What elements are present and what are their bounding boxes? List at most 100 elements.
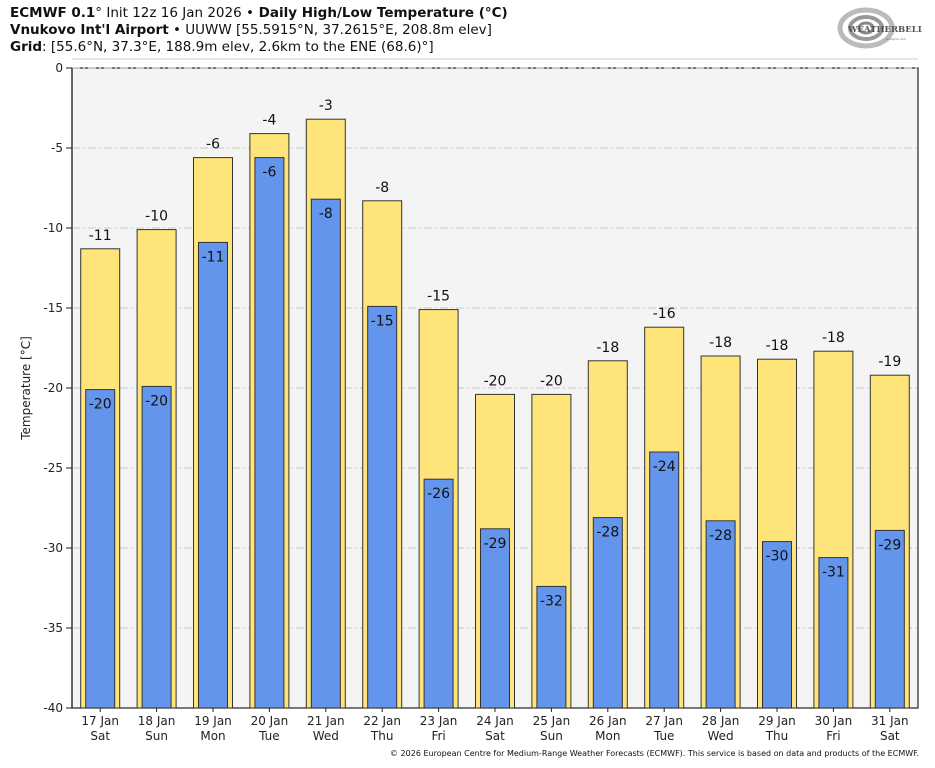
logo-text: WEATHERBELL [847, 25, 922, 35]
y-tick-label: -40 [43, 701, 63, 715]
y-axis-title: Temperature [°C] [19, 336, 33, 441]
y-tick-label: -30 [43, 541, 63, 555]
high-value-label: -18 [709, 335, 732, 351]
high-value-label: -18 [822, 330, 845, 346]
logo-subtext: Analytics LLC [886, 37, 906, 41]
high-value-label: -10 [145, 209, 168, 225]
station-name: Vnukovo Int'l Airport [10, 22, 169, 38]
low-bar [818, 557, 849, 709]
x-tick-date: 31 Jan [871, 714, 909, 728]
x-tick-day: Mon [200, 729, 225, 743]
x-tick-day: Sat [90, 729, 110, 743]
copyright-footer: © 2026 European Centre for Medium-Range … [390, 749, 919, 758]
high-value-label: -18 [766, 338, 789, 354]
low-bar [480, 528, 510, 709]
high-value-label: -20 [540, 373, 563, 389]
y-tick-label: -5 [51, 141, 63, 155]
y-tick-label: -10 [43, 221, 63, 235]
low-bar [874, 529, 905, 709]
x-tick-day: Wed [313, 729, 339, 743]
y-tick-label: -35 [43, 621, 63, 635]
x-tick-day: Tue [653, 729, 675, 743]
low-value-label: -28 [596, 525, 619, 541]
low-bar [423, 478, 454, 709]
x-tick-date: 24 Jan [476, 714, 514, 728]
grid-info: : [55.6°N, 37.3°E, 188.9m elev, 2.6km to… [42, 39, 434, 55]
low-bar [762, 541, 792, 709]
low-bar [254, 157, 285, 709]
title-bullet: • [246, 5, 254, 21]
low-value-label: -24 [653, 459, 676, 475]
high-value-label: -8 [375, 180, 389, 196]
x-tick-date: 23 Jan [420, 714, 458, 728]
y-tick-label: 0 [55, 61, 63, 75]
grid-line: Grid: [55.6°N, 37.3°E, 188.9m elev, 2.6k… [10, 39, 434, 56]
x-tick-day: Tue [258, 729, 280, 743]
x-tick-date: 17 Jan [81, 714, 119, 728]
y-axis-ticks: 0 -5 -10 -15 -20 -25 -30 -35 -40 [43, 61, 72, 715]
swirl-icon [837, 7, 895, 49]
low-value-label: -15 [371, 313, 394, 329]
station-line: Vnukovo Int'l Airport • UUWW [55.5915°N,… [10, 22, 492, 39]
model-name: ECMWF 0.1 [10, 5, 96, 21]
low-bar [310, 198, 341, 709]
low-bars [85, 157, 905, 709]
x-tick-day: Fri [431, 729, 445, 743]
weatherbell-logo: WEATHERBELL Analytics LLC [837, 7, 922, 49]
high-labels: -11 -10 -6 -4 -3 -8 -15 -20 -20 -18 -16 -18 -18 -18 -1… [89, 98, 901, 389]
high-value-label: -4 [262, 113, 276, 129]
low-value-label: -30 [766, 549, 789, 565]
x-tick-day: Fri [826, 729, 840, 743]
low-value-label: -11 [202, 249, 225, 265]
low-value-label: -32 [540, 593, 563, 609]
station-info: • UUWW [55.5915°N, 37.2615°E, 208.8m ele… [168, 22, 492, 38]
low-labels: -20 -20 -11 -6 -8 -15 -26 -29 -32 -28 -24 -28 -30 -31… [89, 165, 901, 610]
low-value-label: -29 [484, 536, 507, 552]
low-bar [649, 451, 680, 709]
x-tick-date: 27 Jan [645, 714, 683, 728]
low-bar [705, 520, 736, 709]
x-tick-day: Sun [145, 729, 168, 743]
x-tick-day: Mon [595, 729, 620, 743]
low-bar [141, 385, 172, 709]
low-bar [536, 585, 567, 709]
y-tick-label: -25 [43, 461, 63, 475]
x-tick-date: 18 Jan [138, 714, 176, 728]
low-value-label: -26 [427, 486, 450, 502]
y-tick-label: -15 [43, 301, 63, 315]
x-tick-date: 19 Jan [194, 714, 232, 728]
low-bar [367, 305, 398, 709]
low-value-label: -8 [319, 206, 333, 222]
low-value-label: -6 [262, 165, 276, 181]
grid-label: Grid [10, 39, 43, 55]
low-bar [198, 241, 228, 709]
low-value-label: -29 [878, 537, 901, 553]
x-tick-day: Wed [708, 729, 734, 743]
x-tick-date: 28 Jan [702, 714, 740, 728]
high-value-label: -16 [653, 306, 676, 322]
chart-title: Daily High/Low Temperature (°C) [253, 5, 508, 21]
low-bar [85, 389, 116, 709]
high-value-label: -15 [427, 289, 450, 305]
x-tick-day: Sat [485, 729, 505, 743]
x-tick-date: 30 Jan [815, 714, 853, 728]
model-degree: ° [95, 5, 103, 21]
low-value-label: -20 [89, 397, 112, 413]
x-tick-date: 26 Jan [589, 714, 627, 728]
low-value-label: -20 [145, 393, 168, 409]
high-value-label: -3 [319, 98, 333, 114]
high-value-label: -11 [89, 228, 112, 244]
x-tick-date: 29 Jan [758, 714, 796, 728]
x-tick-day: Sun [540, 729, 563, 743]
x-tick-day: Thu [765, 729, 789, 743]
x-tick-date: 22 Jan [363, 714, 401, 728]
high-value-label: -18 [596, 340, 619, 356]
x-tick-date: 20 Jan [251, 714, 289, 728]
x-tick-day: Thu [370, 729, 394, 743]
low-value-label: -28 [709, 528, 732, 544]
high-value-label: -19 [878, 354, 901, 370]
high-value-label: -20 [484, 373, 507, 389]
high-value-label: -6 [206, 137, 220, 153]
